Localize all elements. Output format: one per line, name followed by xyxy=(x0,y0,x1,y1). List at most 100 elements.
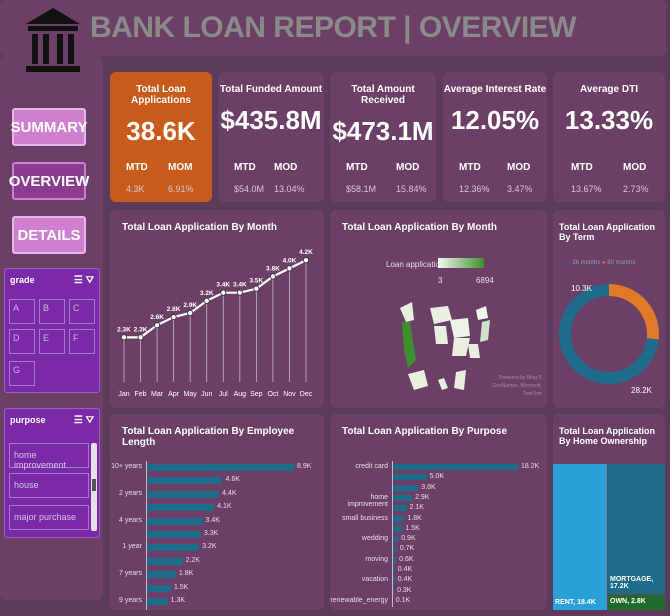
line-point[interactable] xyxy=(253,285,260,292)
bar[interactable] xyxy=(392,525,403,532)
month-tick-label: Nov xyxy=(283,391,296,398)
bar-category-label: home improvement xyxy=(347,493,388,508)
line-point[interactable] xyxy=(269,273,276,280)
map-credit: Powered by Bing © GeoNames, Microsoft, T… xyxy=(492,375,542,397)
line-data-label: 2.3K xyxy=(134,326,148,333)
bar-value-label: 1.8K xyxy=(407,514,422,522)
nav-overview-button[interactable]: OVERVIEW xyxy=(9,162,89,200)
bar-value-label: 1.8K xyxy=(178,570,194,578)
bar-value-label: 0.7K xyxy=(399,545,415,553)
nav-summary-button[interactable]: SUMMARY xyxy=(11,108,87,146)
donut-slice-36-months[interactable] xyxy=(559,284,659,384)
bar-value-label: 0.6K xyxy=(399,555,414,563)
bar[interactable] xyxy=(392,536,399,543)
kpi-total-applications: Total Loan Applications 38.6K MTD MOM 4.… xyxy=(110,72,212,202)
bar-value-label: 3.2K xyxy=(202,543,217,551)
bar-value-label: 0.3K xyxy=(397,586,412,594)
bar[interactable] xyxy=(146,557,183,565)
line-point[interactable] xyxy=(170,314,177,321)
bar-value-label: 0.4K xyxy=(397,576,413,584)
nav-details-button[interactable]: DETAILS xyxy=(12,216,86,254)
bar-value-label: 2.2K xyxy=(185,556,200,564)
bar[interactable] xyxy=(146,571,176,579)
bar[interactable] xyxy=(392,474,427,481)
grade-option-e[interactable]: E xyxy=(39,329,65,354)
bar-category-label: 4 years xyxy=(119,516,142,524)
line-point[interactable] xyxy=(154,322,161,329)
purpose-option-house[interactable]: house xyxy=(9,473,89,498)
multi-select-icon[interactable]: ☰ xyxy=(73,274,83,286)
month-tick-label: Oct xyxy=(267,391,278,398)
bar-value-label: 0.4K xyxy=(397,566,413,573)
bar[interactable] xyxy=(146,504,215,512)
bar-category-label: credit card xyxy=(355,463,388,470)
line-point[interactable] xyxy=(286,265,293,272)
bar[interactable] xyxy=(392,556,397,563)
donut-label-large: 28.2K xyxy=(631,386,652,395)
grade-option-c[interactable]: C xyxy=(69,299,95,324)
line-point[interactable] xyxy=(137,334,144,341)
bar-axis xyxy=(146,461,147,611)
bar[interactable] xyxy=(146,584,171,592)
donut-slice-60-months[interactable] xyxy=(608,284,659,340)
grade-option-b[interactable]: B xyxy=(39,299,65,324)
purpose-option-home-improvement[interactable]: home improvement xyxy=(9,443,89,470)
bar[interactable] xyxy=(392,567,395,573)
treemap-own-label: OWN, 2.8K xyxy=(610,598,646,605)
bar[interactable] xyxy=(146,477,223,485)
purpose-option-major-purchase[interactable]: major purchase xyxy=(9,505,89,530)
line-point[interactable] xyxy=(203,297,210,304)
bar[interactable] xyxy=(392,484,419,491)
bar-category-label: small business xyxy=(342,514,388,522)
bar[interactable] xyxy=(392,505,407,512)
bar[interactable] xyxy=(392,577,395,584)
treemap-mortgage-label: MORTGAGE, 17.2K xyxy=(610,576,654,590)
bar[interactable] xyxy=(146,531,201,538)
grade-option-g[interactable]: G xyxy=(9,361,35,386)
page-title: BANK LOAN REPORT | OVERVIEW xyxy=(89,11,577,44)
bar-value-label: 3.8K xyxy=(421,483,436,491)
bar[interactable] xyxy=(146,598,168,605)
bar-axis xyxy=(392,461,393,608)
month-tick-label: Sep xyxy=(250,391,263,398)
line-point[interactable] xyxy=(187,310,194,317)
line-point[interactable] xyxy=(220,289,227,296)
kpi-interest-rate: Average Interest Rate 12.05% MTD MOD 12.… xyxy=(443,72,547,202)
bar-value-label: 8.9K xyxy=(297,463,312,470)
kpi-funded-amount: Total Funded Amount $435.8M MTD MOD $54.… xyxy=(218,72,324,202)
bar[interactable] xyxy=(146,544,200,552)
slicer-scrollbar[interactable] xyxy=(91,443,97,531)
bar[interactable] xyxy=(392,546,397,553)
clear-filter-icon[interactable]: ⛛ xyxy=(85,414,94,426)
line-point[interactable] xyxy=(236,289,243,296)
grade-option-d[interactable]: D xyxy=(9,329,35,354)
grade-option-a[interactable]: A xyxy=(9,299,35,324)
line-point[interactable] xyxy=(302,257,309,264)
multi-select-icon[interactable]: ☰ xyxy=(73,414,83,426)
bar[interactable] xyxy=(392,464,518,470)
bar[interactable] xyxy=(392,494,413,501)
bar[interactable] xyxy=(146,517,203,525)
bar-category-label: vacation xyxy=(361,576,388,584)
line-data-label: 4.2K xyxy=(299,249,313,256)
line-data-label: 2.6K xyxy=(150,314,164,321)
donut-chart xyxy=(559,284,659,384)
emp-length-panel: Total Loan Application By Employee Lengt… xyxy=(110,414,324,611)
bar[interactable] xyxy=(392,515,405,522)
bar-value-label: 0.9K xyxy=(401,535,416,543)
bar[interactable] xyxy=(392,587,395,594)
line-point[interactable] xyxy=(120,334,127,341)
bar[interactable] xyxy=(146,464,294,471)
bar-category-label: 7 years xyxy=(119,570,142,578)
line-chart-title: Total Loan Application By Month xyxy=(122,222,277,233)
line-data-label: 3.8K xyxy=(266,265,280,272)
month-tick-label: Mar xyxy=(151,391,164,398)
donut-legend: ● 36 months ● 60 months xyxy=(567,260,635,266)
sidebar: SUMMARY OVERVIEW DETAILS grade ☰ ⛛ A B C… xyxy=(0,8,103,600)
month-tick-label: Dec xyxy=(300,391,313,398)
grade-option-f[interactable]: F xyxy=(69,329,95,354)
donut-label-small: 10.3K xyxy=(571,284,592,293)
line-data-label: 3.5K xyxy=(249,278,263,285)
clear-filter-icon[interactable]: ⛛ xyxy=(85,274,94,286)
bar[interactable] xyxy=(146,490,220,498)
